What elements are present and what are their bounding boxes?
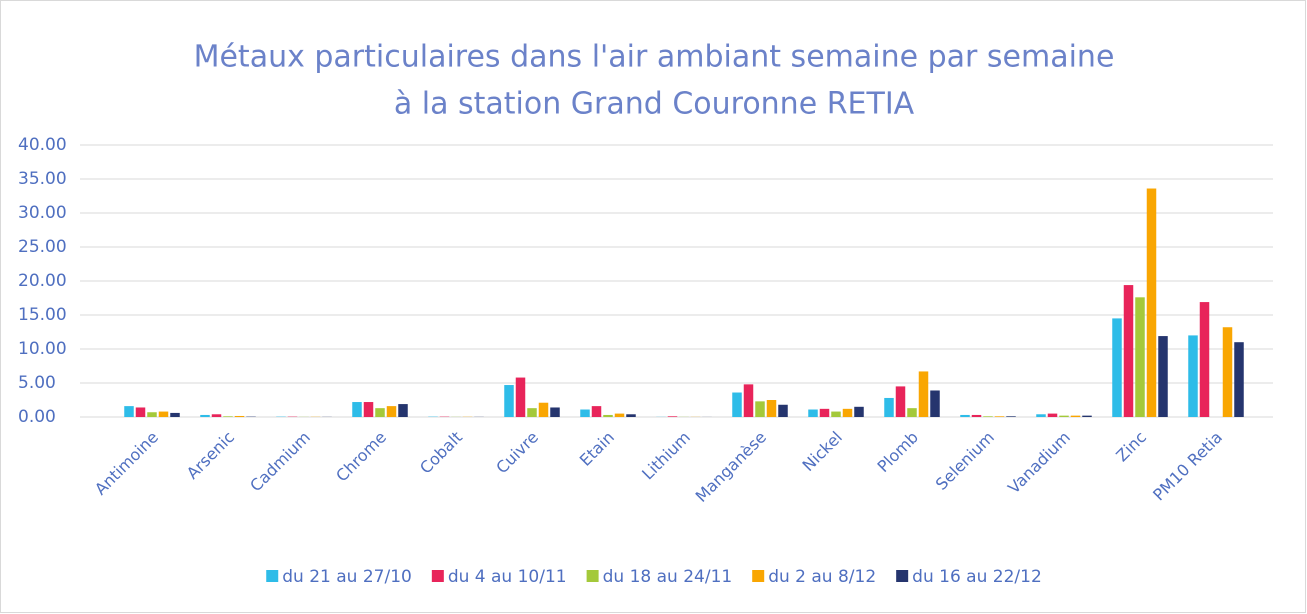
y-tick-label: 15.00 [18,305,67,325]
bar [732,392,742,417]
bar [200,414,210,417]
bar [124,406,134,417]
bar [1146,188,1157,417]
bar [1123,285,1134,417]
bar [398,404,408,417]
bar [994,416,1005,417]
y-tick-label: 30.00 [18,203,67,223]
legend-swatch [896,570,909,582]
bar [375,408,385,417]
bar [147,412,157,417]
bar [1234,342,1244,417]
bar [854,406,864,417]
bar [778,404,788,417]
bar [626,414,636,417]
legend-label: du 2 au 8/12 [768,567,876,587]
y-tick-label: 0.00 [18,407,56,427]
legend-swatch [431,570,444,582]
bar [580,409,590,417]
bar [743,384,754,417]
bar [1199,302,1210,417]
bar [930,390,940,417]
bar [603,414,613,417]
bar [1082,415,1092,417]
bar [363,402,374,417]
bar [170,412,180,417]
bar [971,414,982,417]
bar [808,409,818,417]
bar [1135,297,1145,417]
bar [538,402,549,417]
bar [515,377,526,417]
bar [831,411,841,417]
bar [918,371,929,417]
chart-title: Métaux particulaires dans l'air ambiant … [194,40,1115,75]
bar [1112,318,1122,417]
bar [527,408,537,417]
legend-swatch [752,570,765,582]
bar [234,415,245,417]
legend-label: du 21 au 27/10 [282,567,412,587]
bar [614,413,625,417]
bar [1070,415,1081,417]
bar [550,407,560,417]
bar [1222,327,1233,417]
bar [1059,415,1069,417]
y-tick-label: 35.00 [18,169,67,189]
bar [1036,414,1046,417]
bar [842,408,853,417]
bar [158,411,169,417]
bar [591,406,602,417]
y-tick-label: 10.00 [18,339,67,359]
bar [907,408,917,417]
bar [895,386,906,417]
y-tick-label: 40.00 [18,135,67,155]
legend-label: du 4 au 10/11 [448,567,567,587]
bar [135,407,146,417]
bar [223,416,233,417]
bar [766,400,777,417]
bar [884,397,894,417]
bar [1047,413,1058,417]
bar [819,408,830,417]
bar [755,401,765,417]
legend-swatch [266,570,279,582]
bar [211,414,222,417]
y-tick-label: 5.00 [18,373,56,393]
bar [352,402,362,417]
y-tick-label: 20.00 [18,271,67,291]
chart-title: à la station Grand Couronne RETIA [394,87,915,122]
legend-label: du 18 au 24/11 [603,567,733,587]
bar [960,414,970,417]
bar [1188,335,1198,417]
legend-swatch [586,570,599,582]
y-tick-label: 25.00 [18,237,67,257]
bar [1158,336,1168,417]
bar [1006,416,1016,417]
bar [386,406,397,417]
bar [667,416,678,417]
bar [504,385,514,417]
bar [983,416,993,417]
legend-label: du 16 au 22/12 [912,567,1042,587]
